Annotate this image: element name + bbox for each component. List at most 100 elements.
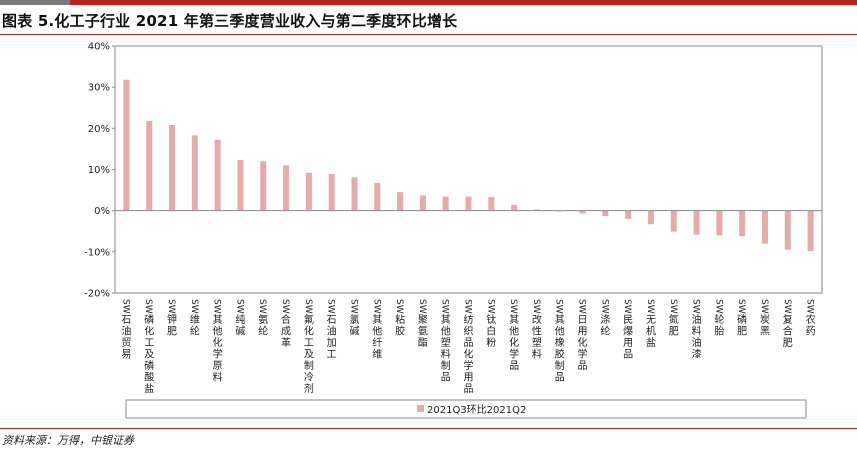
x-axis-labels: SW石油贸易SW磷化工及磷酸盐SW钾肥SW维纶SW其他化学原料SW纯碱SW氨纶S… [120,299,815,395]
svg-text:钾: 钾 [167,313,177,326]
svg-text:SW: SW [143,299,153,314]
svg-text:肥: 肥 [167,326,177,338]
bar [214,139,221,211]
svg-text:SW: SW [805,299,815,314]
svg-text:SW: SW [759,299,769,314]
bar [465,196,472,211]
svg-text:维: 维 [372,348,382,361]
bar [625,210,632,219]
svg-text:SW: SW [554,299,564,314]
svg-text:化: 化 [509,336,519,349]
bar [602,210,609,217]
bar [328,174,335,211]
bar [670,210,677,232]
svg-text:粘: 粘 [395,313,405,326]
title-divider [0,34,857,35]
svg-text:化: 化 [578,336,588,349]
svg-text:他: 他 [213,325,223,338]
svg-text:化: 化 [213,336,223,349]
svg-text:化: 化 [464,348,474,361]
svg-text:白: 白 [486,325,496,338]
svg-text:SW: SW [212,299,222,314]
y-tick-label: 20% [88,124,110,135]
bar [716,210,723,236]
svg-text:氮: 氮 [669,313,679,326]
bar [807,210,814,252]
svg-text:塑: 塑 [441,337,451,349]
svg-text:盐: 盐 [144,382,154,395]
svg-text:石: 石 [121,315,131,326]
bar-chart: 40%30%20%10%0%-10%-20% SW石油贸易SW磷化工及磷酸盐SW… [84,42,823,419]
svg-text:SW: SW [485,299,495,314]
svg-text:磷: 磷 [144,313,154,326]
bar [647,210,654,225]
svg-text:胎: 胎 [714,325,724,338]
svg-text:SW: SW [782,299,792,314]
svg-text:贸: 贸 [121,337,131,349]
bar [533,209,540,211]
bar [260,161,267,211]
svg-text:胶: 胶 [555,348,565,361]
svg-text:成: 成 [281,326,291,338]
legend-swatch [417,405,424,412]
svg-text:制: 制 [555,359,565,372]
svg-text:品: 品 [623,349,633,361]
bar [351,177,358,211]
bar [419,195,426,211]
svg-text:油: 油 [692,313,702,326]
svg-text:SW: SW [348,299,358,314]
svg-text:革: 革 [281,336,291,349]
y-tick-label: 0% [94,206,110,217]
svg-text:橡: 橡 [555,336,565,349]
svg-text:SW: SW [326,299,336,314]
bar [693,210,700,235]
y-tick-label: 10% [88,165,110,176]
source-divider [0,428,857,429]
svg-text:学: 学 [509,348,519,361]
svg-text:酸: 酸 [144,371,154,384]
svg-text:SW: SW [257,299,267,314]
svg-text:纺: 纺 [464,313,474,326]
svg-text:SW: SW [234,299,244,314]
svg-text:氨: 氨 [418,325,428,338]
svg-text:无: 无 [646,315,656,326]
svg-text:品: 品 [509,360,519,372]
y-tick-label: -10% [84,247,110,258]
svg-text:SW: SW [622,299,632,314]
svg-text:用: 用 [623,338,633,349]
svg-text:料: 料 [532,348,542,361]
svg-text:他: 他 [372,325,382,338]
svg-text:胶: 胶 [395,325,405,338]
svg-text:油: 油 [121,325,131,338]
svg-text:SW: SW [691,299,701,314]
svg-text:SW: SW [440,299,450,314]
svg-text:爆: 爆 [623,326,633,338]
svg-text:他: 他 [509,325,519,338]
bar [784,210,791,250]
svg-text:剂: 剂 [304,382,314,395]
svg-text:维: 维 [190,313,200,326]
svg-text:SW: SW [280,299,290,314]
svg-text:复: 复 [783,313,793,326]
svg-text:易: 易 [121,349,131,361]
svg-text:学: 学 [213,348,223,361]
svg-text:品: 品 [441,372,451,384]
bar [169,125,176,211]
svg-text:他: 他 [555,325,565,338]
svg-text:合: 合 [281,313,291,326]
bar [488,197,495,211]
top-accent-red [70,0,857,5]
svg-text:化: 化 [304,325,314,338]
